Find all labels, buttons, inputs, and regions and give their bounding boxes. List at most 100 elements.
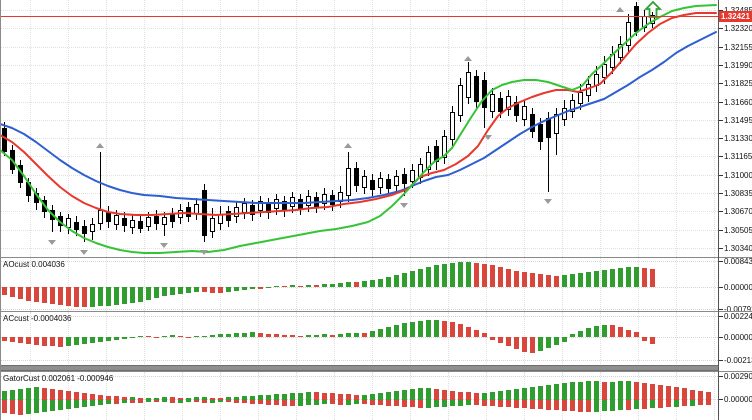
- gator-lower-bar: [658, 400, 663, 408]
- candle-body: [274, 199, 279, 209]
- gator-upper-bar: [114, 396, 119, 400]
- gator-lower-bar: [138, 400, 143, 403]
- panel-axis-tick: [718, 309, 723, 310]
- gator-upper-bar: [34, 387, 39, 400]
- histogram-bar: [514, 271, 519, 287]
- gator-lower-bar: [186, 400, 191, 402]
- histogram-bar: [402, 273, 407, 287]
- histogram-bar: [346, 282, 351, 287]
- histogram-bar: [290, 285, 295, 287]
- histogram-bar: [138, 287, 143, 302]
- indicator-label: ACcust -0.0004036: [3, 314, 72, 323]
- candle-body: [514, 102, 519, 116]
- fractal-up-icon: [96, 143, 104, 148]
- candle-body: [82, 226, 87, 234]
- histogram-bar: [202, 287, 207, 292]
- panel-splitter[interactable]: [0, 365, 718, 371]
- candle-body: [394, 176, 399, 186]
- grid-line-vertical: [714, 312, 715, 364]
- grid-line-vertical: [372, 312, 373, 364]
- candle-body: [18, 165, 23, 183]
- panel-axis-tick: [718, 360, 723, 361]
- panel-axis-label: 0.000000: [724, 283, 752, 292]
- gator-lower-bar: [2, 400, 7, 413]
- gator-lower-bar: [18, 400, 23, 415]
- histogram-bar: [234, 333, 239, 337]
- histogram-bar: [650, 337, 655, 344]
- candle-body: [434, 146, 439, 162]
- gator-lower-bar: [170, 400, 175, 403]
- gator-lower-bar: [354, 400, 359, 404]
- gator-upper-bar: [450, 391, 455, 400]
- gator-upper-bar: [130, 397, 135, 400]
- gator-upper-bar: [202, 397, 207, 400]
- histogram-bar: [98, 337, 103, 342]
- gator-lower-bar: [306, 400, 311, 405]
- gator-upper-bar: [306, 392, 311, 400]
- candle-body: [2, 128, 7, 152]
- grid-line-vertical: [30, 258, 31, 311]
- candle-body: [346, 168, 351, 196]
- price-axis-label: 1.32320: [724, 24, 752, 33]
- histogram-bar: [74, 337, 79, 345]
- histogram-bar: [18, 337, 23, 343]
- histogram-bar: [546, 337, 551, 348]
- gator-lower-bar: [58, 400, 63, 410]
- grid-line-vertical: [410, 0, 411, 257]
- histogram-bar: [66, 337, 71, 346]
- grid-line-horizontal: [0, 316, 718, 317]
- price-axis-label: 1.32485: [724, 6, 752, 15]
- gator-upper-bar: [290, 393, 295, 400]
- candle-body: [594, 74, 599, 86]
- histogram-bar: [410, 322, 415, 337]
- gator-lower-bar: [698, 400, 703, 405]
- gator-lower-bar: [202, 400, 207, 403]
- histogram-bar: [114, 287, 119, 305]
- candle-body: [298, 199, 303, 209]
- gator-upper-bar: [210, 398, 215, 400]
- grid-line-vertical: [182, 0, 183, 257]
- gator-lower-bar: [522, 400, 527, 408]
- candle-body: [378, 178, 383, 188]
- histogram-bar: [378, 279, 383, 287]
- histogram-bar: [442, 321, 447, 337]
- candle-body: [42, 200, 47, 212]
- grid-line-vertical: [30, 0, 31, 257]
- gator-lower-bar: [242, 400, 247, 403]
- histogram-bar: [186, 337, 191, 338]
- grid-line-vertical: [182, 312, 183, 364]
- grid-line-horizontal: [0, 47, 718, 48]
- gator-upper-bar: [602, 382, 607, 400]
- gator-lower-bar: [10, 400, 15, 414]
- histogram-bar: [594, 326, 599, 337]
- histogram-bar: [162, 287, 167, 296]
- gator-lower-bar: [666, 400, 671, 407]
- candle-body: [10, 150, 15, 170]
- main-chart-area[interactable]: [0, 0, 752, 257]
- panel-axis-tick: [718, 399, 723, 400]
- histogram-bar: [282, 335, 287, 337]
- histogram-bar: [506, 269, 511, 287]
- histogram-bar: [106, 337, 111, 341]
- histogram-bar: [602, 325, 607, 337]
- current-price-line: [0, 16, 719, 17]
- histogram-bar: [162, 336, 167, 337]
- gator-lower-bar: [362, 400, 367, 404]
- grid-line-vertical: [562, 0, 563, 257]
- panel-gator: GatorCust 0.002061 -0.000946: [0, 372, 752, 420]
- histogram-bar: [50, 337, 55, 346]
- fractal-up-icon: [344, 143, 352, 148]
- grid-line-vertical: [448, 258, 449, 311]
- histogram-bar: [146, 287, 151, 300]
- gator-lower-bar: [330, 400, 335, 404]
- grid-line-horizontal: [0, 10, 718, 11]
- histogram-bar: [346, 333, 351, 337]
- histogram-bar: [418, 269, 423, 287]
- grid-line-horizontal: [0, 230, 718, 231]
- candle-body: [522, 106, 527, 120]
- histogram-bar: [642, 268, 647, 287]
- panel-separator: [0, 257, 752, 258]
- histogram-bar: [562, 337, 567, 342]
- gator-lower-bar: [338, 400, 343, 405]
- grid-line-horizontal: [0, 120, 718, 121]
